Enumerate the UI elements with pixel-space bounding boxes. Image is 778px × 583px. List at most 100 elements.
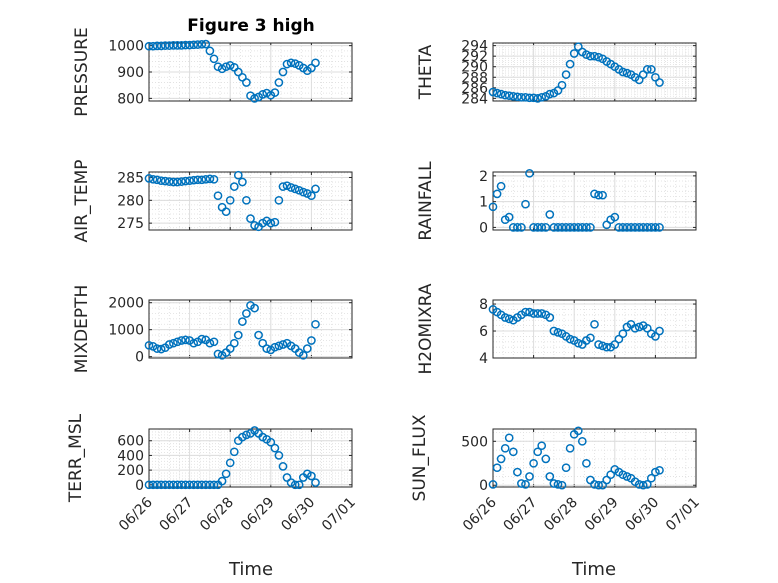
data-point — [496, 454, 506, 464]
x-tick-label: 06/29 — [582, 495, 622, 535]
data-point — [164, 177, 174, 186]
data-point — [549, 479, 559, 488]
data-point — [557, 80, 567, 90]
data-point — [250, 303, 259, 313]
data-point — [594, 340, 603, 349]
data-point — [294, 185, 304, 195]
data-point — [646, 473, 656, 483]
data-point — [197, 175, 207, 185]
data-point — [618, 223, 628, 232]
data-point — [533, 94, 543, 103]
data-point — [148, 480, 158, 490]
data-point — [533, 309, 543, 318]
data-point — [651, 72, 660, 82]
panel-pressure: 800 900 1000 PRESSURE — [72, 27, 353, 117]
data-point — [557, 480, 567, 490]
data-point — [307, 191, 316, 201]
data-point — [521, 307, 530, 317]
data-point — [270, 88, 280, 97]
data-point — [152, 480, 162, 490]
data-point — [565, 223, 575, 232]
data-point — [193, 40, 203, 49]
y-axis-label: H2OMIXRA — [416, 283, 436, 374]
data-point — [553, 328, 563, 337]
data-point — [655, 78, 664, 87]
data-point — [573, 223, 583, 232]
data-point — [504, 212, 514, 222]
figure-title: Figure 3 high — [187, 16, 315, 36]
data-point — [302, 344, 312, 353]
data-point — [290, 480, 300, 490]
plot-area — [492, 428, 697, 488]
data-point — [610, 212, 620, 222]
x-tick-label: 06/26 — [116, 494, 156, 534]
data-point — [164, 340, 174, 349]
data-point — [582, 223, 591, 232]
data-point — [577, 436, 587, 446]
y-tick-label: 286 — [461, 81, 488, 97]
data-point — [549, 326, 559, 336]
plot-border — [492, 299, 697, 359]
y-tick-label: 1000 — [108, 39, 144, 55]
x-tick-label: 06/27 — [157, 495, 197, 535]
data-point — [213, 191, 223, 201]
data-point — [270, 342, 280, 352]
data-point — [197, 480, 207, 490]
y-tick-label: 500 — [461, 434, 488, 450]
x-tick-label: 06/29 — [238, 495, 278, 535]
y-tick-label: 400 — [117, 448, 144, 464]
data-point — [209, 480, 219, 490]
data-point — [573, 338, 583, 348]
x-tick-label: 06/28 — [541, 495, 581, 535]
data-point — [266, 437, 276, 447]
data-point — [156, 41, 166, 51]
data-point — [655, 326, 664, 336]
data-point — [209, 54, 219, 64]
data-point — [488, 202, 498, 212]
data-point — [152, 41, 162, 51]
data-point — [492, 88, 502, 98]
data-point — [148, 41, 158, 51]
data-point — [642, 480, 652, 489]
y-tick-label: 1 — [479, 195, 488, 211]
data-point — [541, 454, 551, 464]
data-point — [307, 63, 316, 73]
plot-border — [492, 171, 697, 231]
data-point — [618, 470, 628, 480]
data-point — [233, 330, 243, 340]
data-point — [529, 93, 538, 103]
x-tick-label: 06/30 — [278, 495, 318, 535]
data-point — [270, 443, 280, 453]
data-point — [274, 195, 284, 205]
data-point — [655, 465, 664, 475]
data-point — [529, 223, 538, 232]
data-point — [488, 87, 498, 97]
data-point — [278, 67, 288, 77]
data-point — [529, 309, 538, 318]
data-point — [594, 480, 603, 490]
plot-border — [148, 428, 353, 488]
data-point — [634, 223, 644, 232]
data-point — [508, 223, 518, 232]
data-point — [156, 176, 166, 186]
data-point — [545, 472, 555, 481]
data-point — [651, 332, 660, 341]
data-point — [282, 181, 292, 191]
data-point — [598, 480, 607, 490]
data-point — [282, 59, 292, 69]
y-tick-label: 284 — [461, 91, 488, 107]
panel-air-temp: 275 280 285 AIR_TEMP — [72, 160, 353, 243]
x-axis-label-left: Time — [228, 559, 273, 580]
data-point — [622, 68, 632, 78]
data-point — [169, 41, 178, 50]
data-point — [197, 39, 207, 49]
data-point — [233, 67, 243, 77]
data-point — [569, 223, 579, 232]
plot-border — [148, 171, 353, 231]
data-point — [492, 463, 502, 473]
x-tick-label: 07/01 — [319, 495, 359, 535]
data-point — [521, 199, 530, 209]
data-point — [173, 41, 182, 50]
y-tick-label: 8 — [479, 297, 488, 313]
